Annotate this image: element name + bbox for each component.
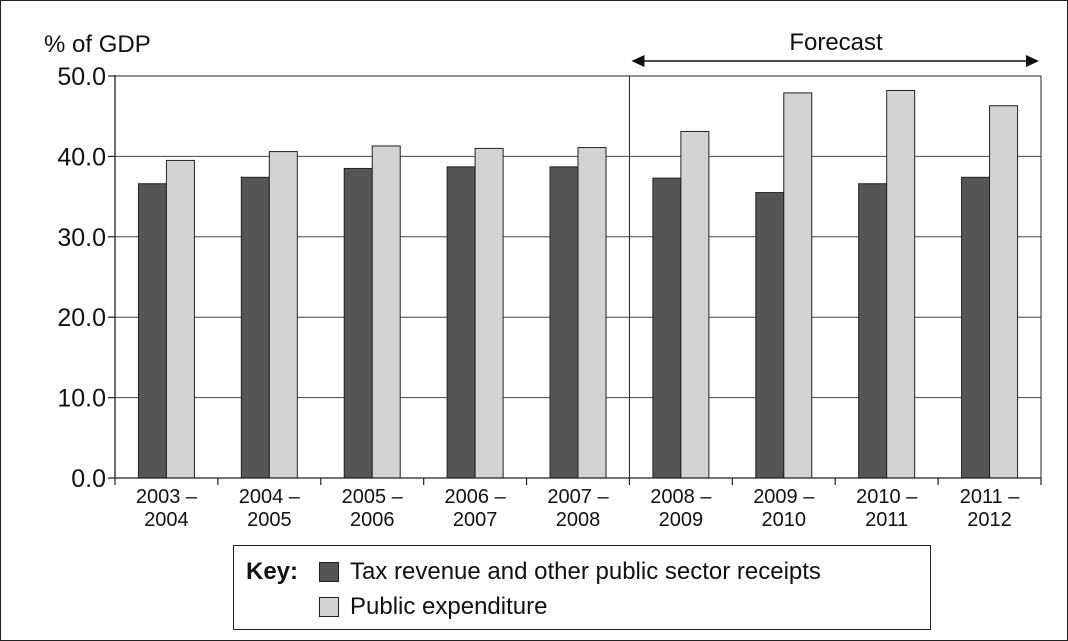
x-category-label: 2008 (556, 509, 601, 531)
forecast-arrow-right-head (1026, 55, 1039, 67)
x-category-label: 2006 (350, 509, 395, 531)
bar-chart: % of GDP Forecast 0.0 10.0 20.0 30.0 40.0 50.… (44, 29, 1042, 531)
bar-tax-revenue (343, 167, 373, 479)
bar-tax-revenue (446, 166, 476, 479)
bar-public-expenditure (474, 147, 504, 479)
bar-public-expenditure (268, 151, 298, 479)
x-category-label: 2011 (865, 509, 908, 531)
bar-tax-revenue (961, 176, 991, 479)
y-tick-label: 40.0 (57, 143, 106, 171)
x-category-label: 2009 – (753, 486, 815, 508)
y-tick-label: 50.0 (57, 63, 106, 91)
x-category-label: 2007 (453, 509, 498, 531)
x-category-label: 2009 (659, 509, 704, 531)
bar-tax-revenue (240, 176, 270, 479)
legend-label-public-expenditure: Public expenditure (350, 593, 548, 620)
y-ticks: 0.0 10.0 20.0 30.0 40.0 50.0 (57, 63, 115, 493)
x-category-label: 2006 – (445, 486, 507, 508)
bar-tax-revenue (549, 166, 579, 479)
bar-tax-revenue (755, 192, 785, 479)
x-category-label: 2010 – (856, 486, 918, 508)
bar-public-expenditure (577, 147, 607, 479)
legend-item-tax-revenue: Tax revenue and other public sector rece… (319, 558, 821, 586)
axes (114, 75, 1042, 479)
legend-key-label: Key: (246, 558, 299, 585)
bars (137, 89, 1019, 479)
x-category-label: 2010 (762, 509, 807, 531)
y-tick-label: 20.0 (57, 304, 106, 332)
y-tick-label: 30.0 (57, 224, 106, 252)
bar-public-expenditure (886, 89, 916, 479)
bar-public-expenditure (371, 145, 401, 479)
x-category-label: 2005 (247, 509, 292, 531)
bar-tax-revenue (858, 183, 888, 479)
x-category-label: 2012 (967, 509, 1012, 531)
x-category-label: 2008 – (650, 486, 712, 508)
legend-swatch-tax-revenue (319, 562, 339, 582)
legend: Key: Tax revenue and other public sector… (233, 545, 931, 630)
x-category-label: 2004 – (239, 486, 301, 508)
legend-label-tax-revenue: Tax revenue and other public sector rece… (350, 558, 821, 585)
bar-public-expenditure (989, 105, 1019, 479)
x-category-label: 2007 – (547, 486, 609, 508)
bar-tax-revenue (652, 177, 682, 479)
y-axis-label: % of GDP (44, 31, 151, 58)
bar-public-expenditure (165, 159, 195, 479)
x-category-label: 2005 – (342, 486, 404, 508)
bar-public-expenditure (783, 92, 813, 479)
x-category-label: 2004 (144, 509, 189, 531)
x-category-label: 2003 – (136, 486, 198, 508)
bar-public-expenditure (680, 130, 710, 479)
forecast-arrow-left-head (631, 55, 645, 67)
y-tick-label: 10.0 (57, 385, 106, 413)
bar-tax-revenue (137, 183, 167, 479)
legend-swatch-public-expenditure (319, 597, 339, 617)
legend-item-public-expenditure: Public expenditure (319, 593, 547, 621)
x-category-label: 2011 – (960, 486, 1021, 508)
y-tick-label: 0.0 (71, 465, 106, 493)
forecast-arrow (631, 55, 1039, 67)
forecast-label: Forecast (789, 29, 883, 56)
